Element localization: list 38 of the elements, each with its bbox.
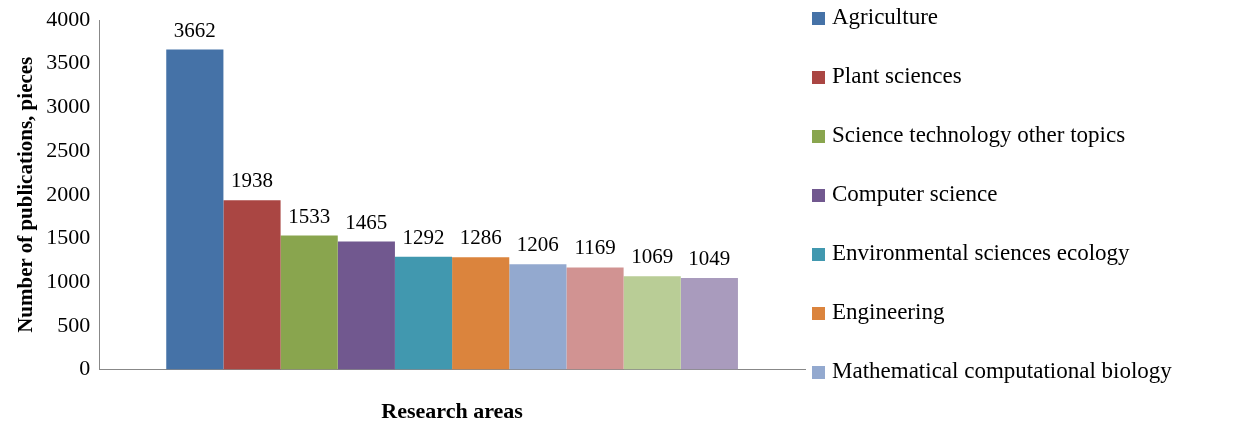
data-label: 1049 bbox=[688, 245, 731, 270]
y-tick-label: 1000 bbox=[46, 267, 91, 293]
bar bbox=[680, 277, 738, 370]
data-label: 1533 bbox=[288, 203, 331, 228]
y-tick-label: 3000 bbox=[46, 93, 91, 119]
data-label: 1206 bbox=[516, 232, 559, 257]
legend-label: Engineering bbox=[832, 299, 945, 325]
bar bbox=[223, 200, 281, 370]
y-tick-label: 2000 bbox=[46, 180, 91, 206]
bar bbox=[337, 241, 395, 370]
data-label: 1069 bbox=[631, 244, 674, 269]
x-axis-title: Research areas bbox=[381, 398, 524, 424]
data-label: 1169 bbox=[574, 235, 616, 260]
bar bbox=[394, 256, 453, 370]
legend-label: Computer science bbox=[832, 181, 998, 207]
y-axis-title: Number of publications, pieces bbox=[13, 56, 38, 333]
legend-label: Plant sciences bbox=[832, 63, 962, 89]
y-tick-label: 2500 bbox=[46, 136, 91, 162]
y-tick-label: 0 bbox=[79, 355, 91, 381]
data-label: 1292 bbox=[402, 224, 445, 249]
legend-label: Environmental sciences ecology bbox=[832, 240, 1130, 266]
data-label: 1938 bbox=[231, 168, 274, 193]
data-label: 1465 bbox=[345, 209, 388, 234]
y-tick-label: 4000 bbox=[46, 5, 91, 31]
y-tick-label: 500 bbox=[57, 311, 91, 337]
bar bbox=[452, 257, 510, 370]
y-tick-label: 3500 bbox=[46, 49, 91, 75]
data-label: 3662 bbox=[173, 17, 216, 42]
legend-label: Mathematical computational biology bbox=[832, 358, 1172, 384]
y-tick-label: 1500 bbox=[46, 224, 91, 250]
bar bbox=[166, 49, 224, 370]
bar bbox=[566, 267, 624, 370]
bar bbox=[280, 235, 338, 370]
bar bbox=[509, 264, 567, 370]
data-label: 1286 bbox=[459, 225, 502, 250]
legend-label: Agriculture bbox=[832, 4, 939, 30]
legend-label: Science technology other topics bbox=[832, 122, 1126, 148]
bar bbox=[623, 276, 681, 370]
